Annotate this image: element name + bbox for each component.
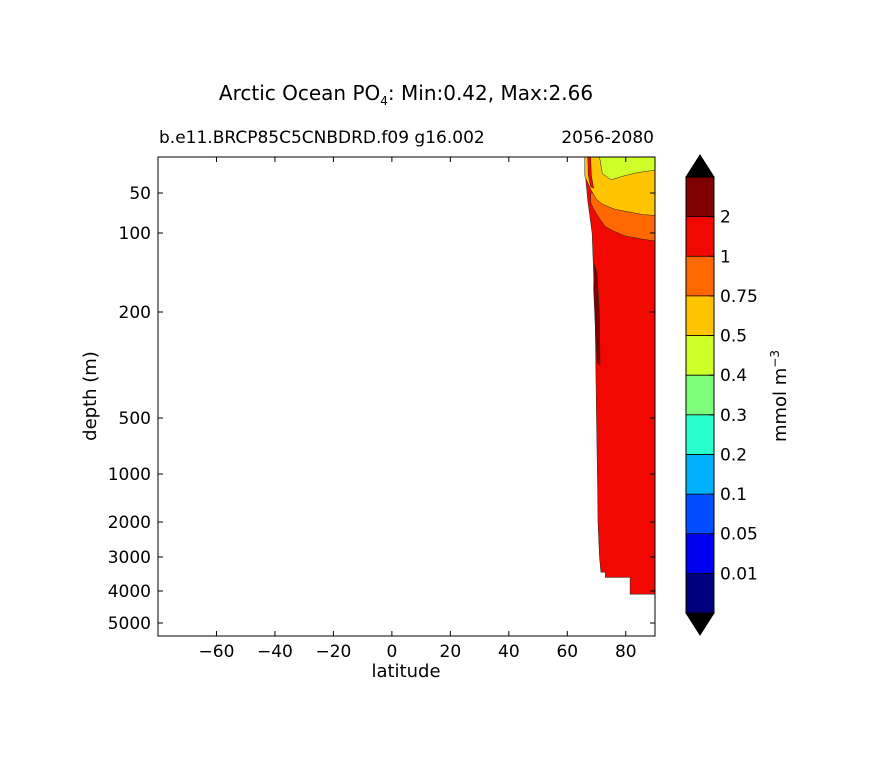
x-tick-label: 20 xyxy=(440,642,462,662)
x-tick-label: −60 xyxy=(199,642,235,662)
contour-region-dark-red xyxy=(593,264,601,366)
colorbar-frame xyxy=(685,176,715,614)
colorbar-swatch xyxy=(686,216,714,257)
colorbar-over-arrow xyxy=(685,154,715,178)
colorbar-swatch xyxy=(686,454,714,495)
colorbar-tick-label: 0.01 xyxy=(720,564,758,584)
colorbar-swatch xyxy=(686,573,714,614)
colorbar-swatch xyxy=(686,177,714,217)
y-tick-label: 3000 xyxy=(108,548,151,568)
x-tick-label: 0 xyxy=(386,642,397,662)
axis-ticks: −60 −40 −20 0 20 40 60 80 50 100 200 500 1000 2000 300… xyxy=(108,157,655,662)
colorbar-swatch xyxy=(686,335,714,376)
colorbar-tick-label: 0.05 xyxy=(720,525,758,545)
chart-title: Arctic Ocean PO4: Min:0.42, Max:2.66 xyxy=(219,81,593,108)
colorbar: 0.01 0.05 0.1 0.2 0.3 0.4 0.5 0.75 1 2 xyxy=(685,154,758,636)
colorbar-swatch xyxy=(686,494,714,535)
x-tick-label: 60 xyxy=(556,642,578,662)
y-tick-label: 5000 xyxy=(108,614,151,634)
colorbar-swatch xyxy=(686,375,714,416)
y-axis-label: depth (m) xyxy=(80,351,101,441)
y-tick-label: 50 xyxy=(129,184,151,204)
x-tick-label: −20 xyxy=(315,642,351,662)
x-tick-label: −40 xyxy=(257,642,293,662)
colorbar-tick-label: 0.3 xyxy=(720,406,747,426)
colorbar-swatch xyxy=(686,533,714,574)
colorbar-tick-label: 0.4 xyxy=(720,366,747,386)
colorbar-tick-label: 0.1 xyxy=(720,485,747,505)
subtitle-years: 2056-2080 xyxy=(561,128,654,148)
colorbar-swatch xyxy=(686,256,714,297)
colorbar-swatch xyxy=(686,414,714,455)
subtitle-case: b.e11.BRCP85C5CNBDRD.f09 g16.002 xyxy=(159,128,485,148)
colorbar-tick-label: 2 xyxy=(720,208,731,228)
y-tick-label: 2000 xyxy=(108,513,151,533)
contour-region-red xyxy=(584,156,656,595)
contour-fill-layer xyxy=(584,156,656,595)
colorbar-label: mmol m−3 xyxy=(768,350,791,442)
y-tick-label: 200 xyxy=(119,303,151,323)
y-tick-label: 4000 xyxy=(108,582,151,602)
colorbar-under-arrow xyxy=(685,612,715,636)
y-tick-label: 100 xyxy=(119,224,151,244)
y-tick-label: 500 xyxy=(119,409,151,429)
x-axis-label: latitude xyxy=(371,661,440,682)
colorbar-tick-label: 0.2 xyxy=(720,445,747,465)
x-tick-label: 80 xyxy=(615,642,637,662)
colorbar-swatch xyxy=(686,295,714,336)
y-tick-label: 1000 xyxy=(108,465,151,485)
x-tick-label: 40 xyxy=(498,642,520,662)
colorbar-tick-label: 0.75 xyxy=(720,287,758,307)
plot-frame xyxy=(157,156,656,637)
colorbar-tick-label: 0.5 xyxy=(720,327,747,347)
plot-area: −60 −40 −20 0 20 40 60 80 50 100 200 500 1000 2000 300… xyxy=(108,156,656,662)
colorbar-tick-label: 1 xyxy=(720,247,731,267)
